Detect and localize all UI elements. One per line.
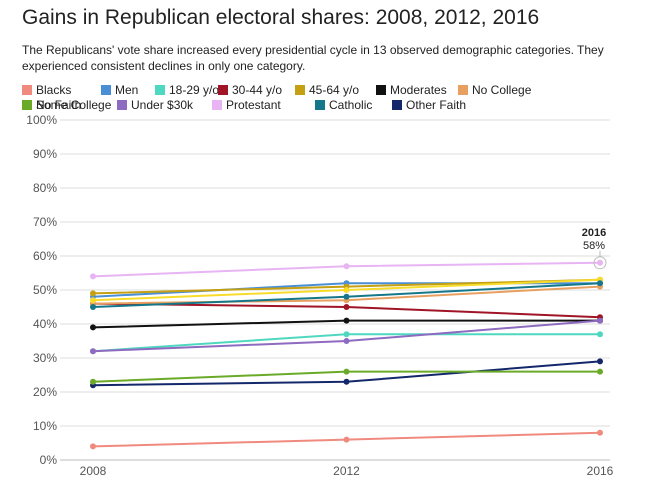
legend-label: No College [472,83,532,97]
legend-label: Some College [36,98,112,112]
data-point [343,378,350,385]
legend-item[interactable]: Blacks [22,83,71,97]
data-point [597,429,603,436]
legend-label: No Faith [36,98,82,112]
x-tick-label: 2008 [80,464,107,478]
data-point [343,368,350,375]
legend-swatch [101,85,111,95]
data-point [343,304,350,310]
legend-swatch [22,85,32,95]
data-point [90,324,96,331]
legend-item[interactable]: Protestant [212,98,281,112]
data-point [343,338,350,344]
legend-label: Other Faith [406,98,467,112]
data-point [90,378,96,385]
annotation-value: 58% [583,240,605,252]
legend-swatch [212,100,222,110]
legend-item[interactable]: 18-29 y/o [155,83,219,97]
legend-swatch [295,85,305,95]
legend-item[interactable]: 45-64 y/o [295,83,359,97]
legend-label: Protestant [226,98,281,112]
y-tick-label: 40% [33,317,57,331]
legend-swatch [218,85,228,95]
data-point [343,317,350,324]
y-axis-ticks: 0% 10% 20% 30% 40% 50% 60% 70% 80% 90% 100% [26,113,57,467]
chart-title: Gains in Republican electoral shares: 20… [22,6,540,29]
x-tick-label: 2016 [587,464,614,478]
data-point [597,358,603,365]
legend-swatch [392,100,402,110]
legend-swatch [376,85,386,95]
legend-item[interactable]: No Faith [22,98,81,112]
x-tick-label: 2012 [333,464,360,478]
series-points [90,259,603,450]
legend-swatch [22,100,32,110]
legend-swatch [315,100,325,110]
data-point [343,293,350,300]
data-point [343,436,350,443]
legend-label: Catholic [329,98,373,112]
legend-label: 30-44 y/o [232,83,283,97]
legend-item[interactable]: Under $30k [117,98,193,112]
legend-swatch [117,100,127,110]
data-point [597,331,603,338]
data-point [90,304,96,310]
data-point [90,290,96,297]
y-tick-label: 50% [33,283,57,297]
data-point [597,317,603,324]
y-tick-label: 20% [33,385,57,399]
data-point [343,287,350,293]
data-point [90,273,96,280]
legend-item[interactable]: 30-44 y/o [218,83,282,97]
data-point [90,348,96,355]
legend-label: Moderates [390,83,447,97]
y-tick-label: 70% [33,215,57,229]
legend-label: Under $30k [131,98,194,112]
legend-swatch [155,85,165,95]
legend-label: Blacks [36,83,72,97]
data-point [343,331,350,338]
y-tick-label: 60% [33,249,57,263]
y-tick-label: 10% [33,419,57,433]
data-point [90,297,96,304]
legend-item[interactable]: Men [101,83,138,97]
legend-label: 45-64 y/o [309,83,360,97]
y-tick-label: 80% [33,181,57,195]
legend-item[interactable]: Other Faith [392,98,466,112]
y-tick-label: 100% [26,113,57,127]
data-point [597,368,603,375]
x-axis-ticks: 2008 2012 2016 [80,464,614,478]
legend-swatch [458,85,468,95]
y-tick-label: 30% [33,351,57,365]
data-point [90,443,96,450]
y-tick-label: 90% [33,147,57,161]
annotation-year: 2016 [582,227,606,239]
legend-item[interactable]: Catholic [315,98,372,112]
legend-item[interactable]: No College [458,83,531,97]
data-point [343,263,350,270]
legend-item[interactable]: Moderates [376,83,447,97]
chart-subtitle: The Republicans' vote share increased ev… [22,43,604,73]
legend-label: Men [115,83,139,97]
y-tick-label: 0% [40,453,58,467]
data-point [597,280,603,287]
legend-label: 18-29 y/o [169,83,220,97]
data-point [597,259,603,266]
